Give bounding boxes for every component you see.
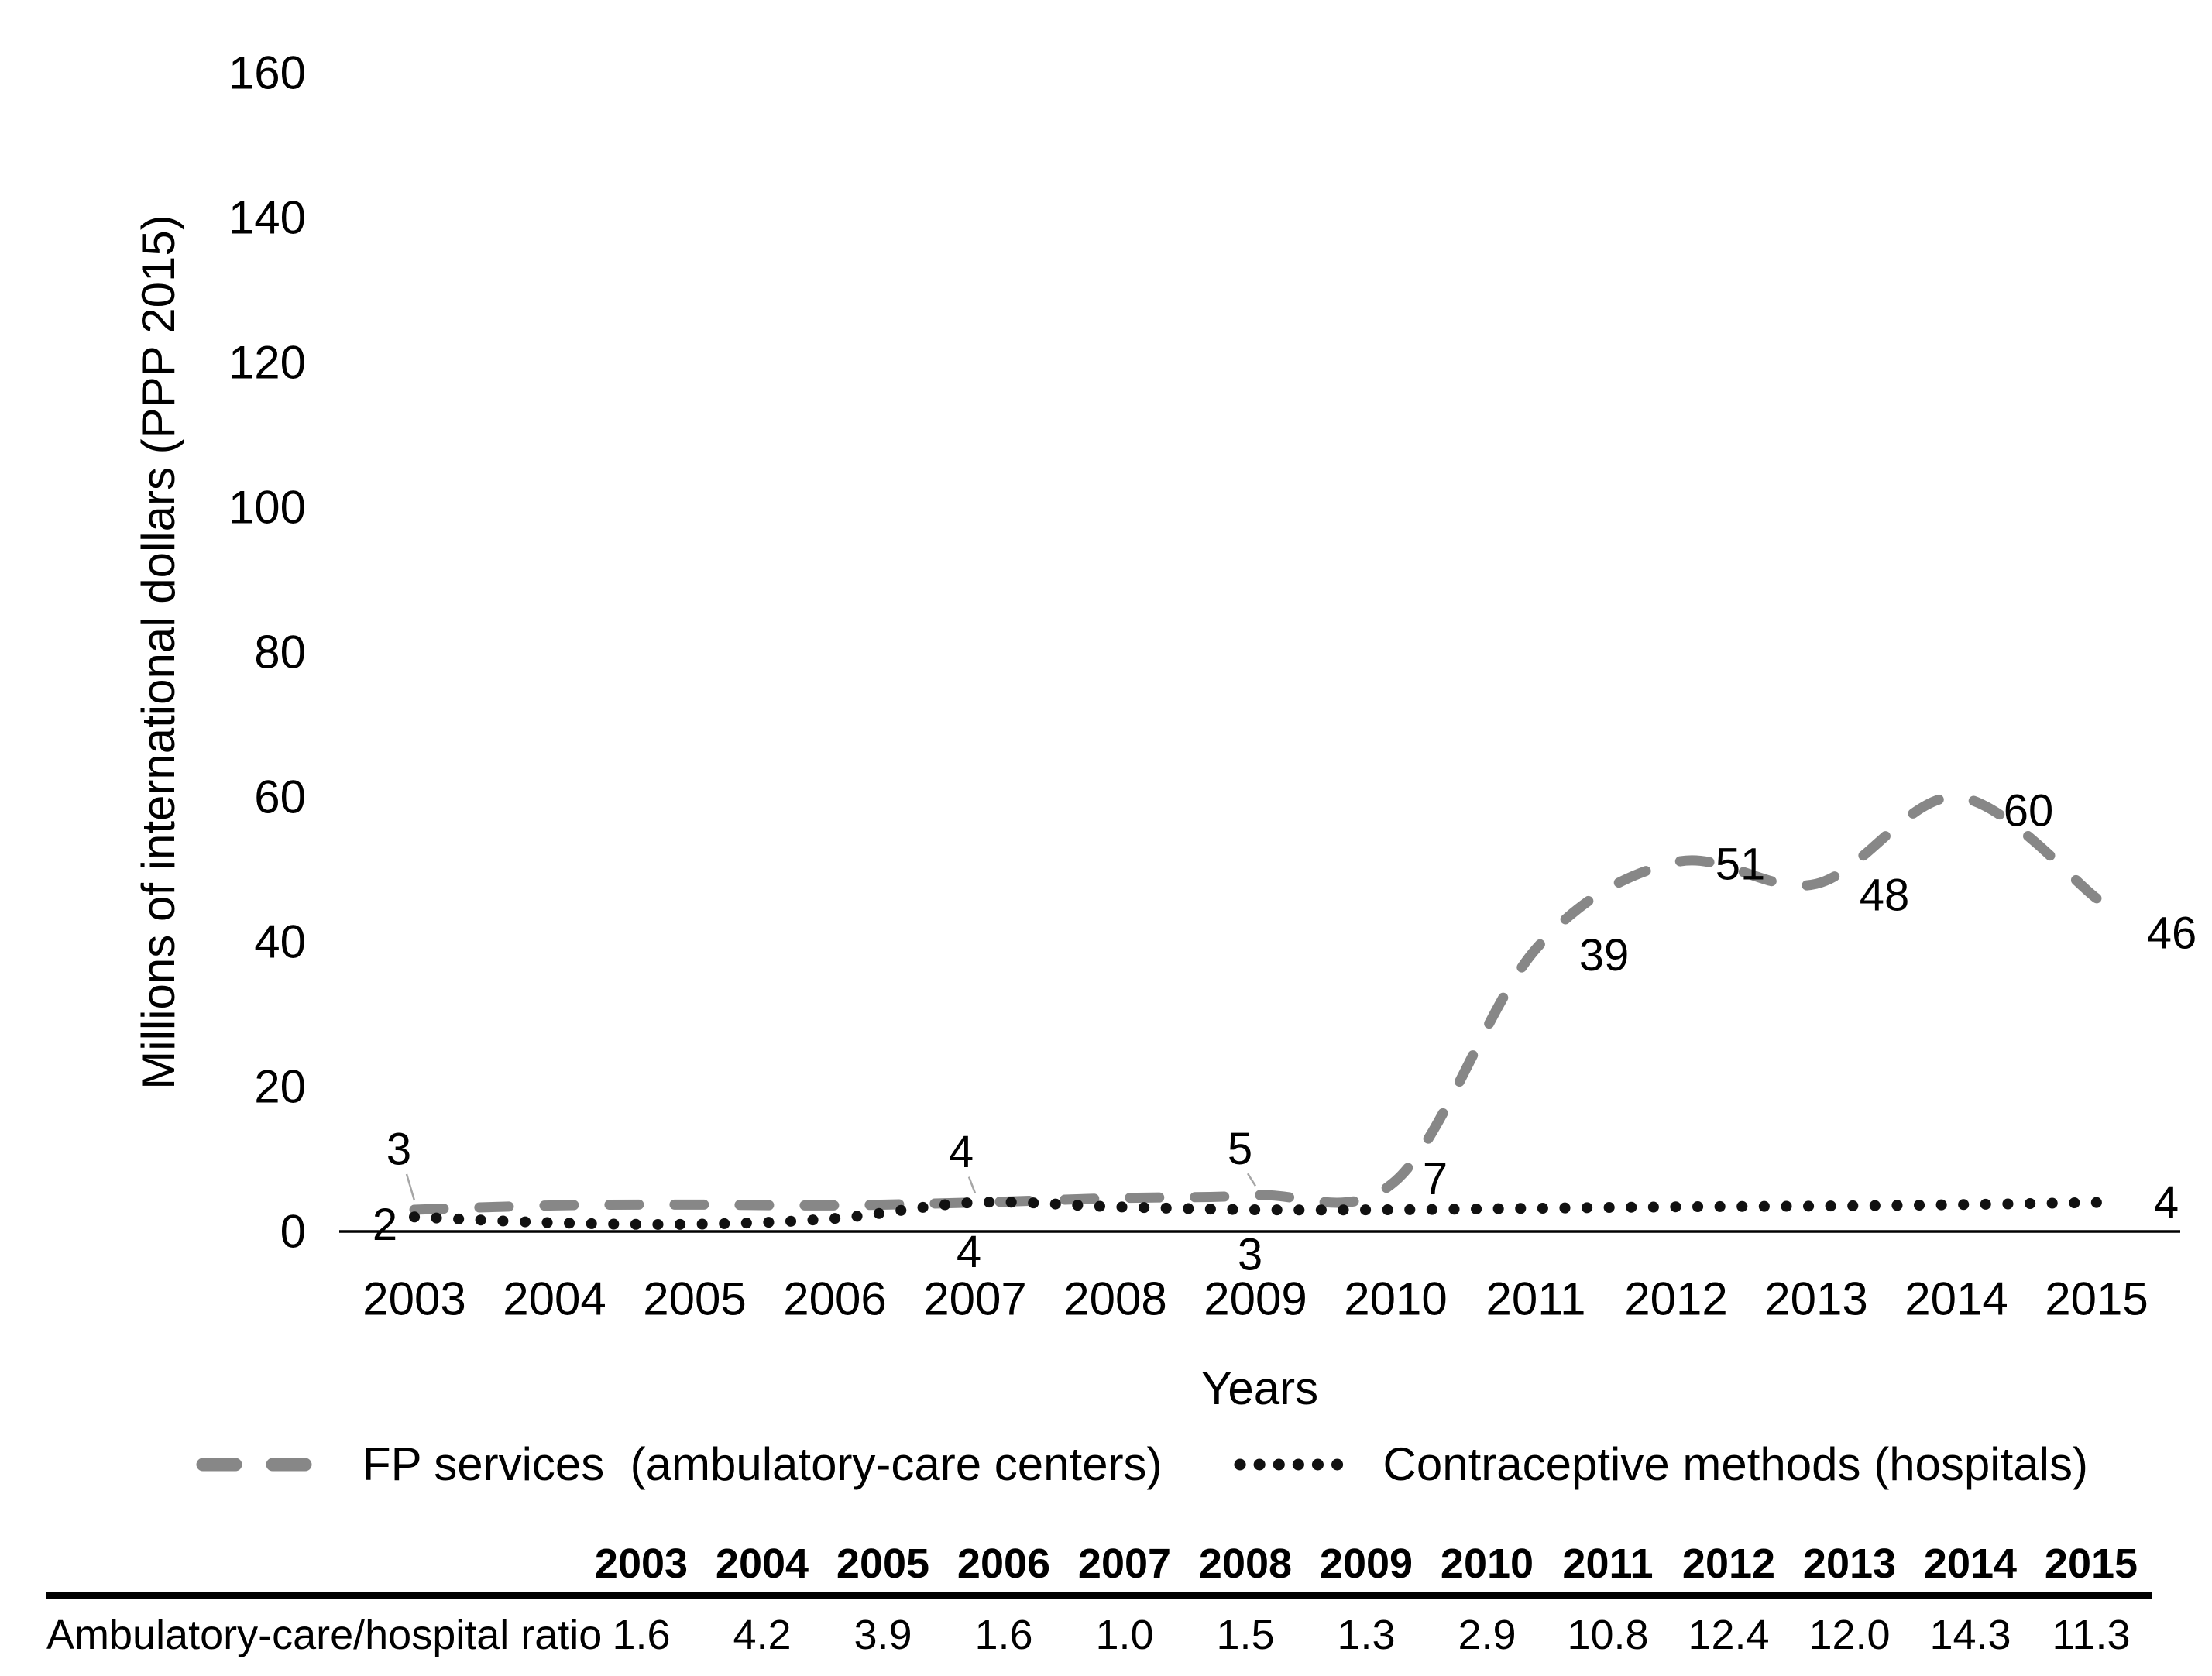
data-point-label: 60: [2004, 786, 2054, 836]
ratio-table-year-header: 2009: [1319, 1540, 1413, 1587]
ratio-table-year-header: 2007: [1077, 1540, 1172, 1587]
ratio-table-year-header: 2004: [715, 1540, 809, 1587]
data-point-label: 3: [1238, 1229, 1262, 1279]
contraceptive-methods-line: [409, 1197, 2102, 1230]
ratio-table-value-cell: 12.0: [1808, 1612, 1891, 1658]
x-axis-title: Years: [1200, 1362, 1319, 1414]
legend-item-contraceptive-methods: Contraceptive methods (hospitals): [1232, 1441, 2088, 1488]
ratio-table: 2003 2004 2005 2006 2007 2008 2009 2010 2011 2012…: [46, 1543, 2152, 1656]
y-tick-label: 20: [254, 1061, 306, 1113]
ratio-table-header-row: 2003 2004 2005 2006 2007 2008 2009 2010 2011 2012…: [46, 1543, 2152, 1599]
data-label-leader-line: [405, 1173, 416, 1201]
ratio-table-year-header: 2014: [1923, 1540, 2018, 1587]
y-tick-label: 40: [254, 916, 306, 968]
ratio-table-value-cell: 4.2: [733, 1612, 792, 1658]
x-tick-label: 2010: [1344, 1273, 1447, 1325]
data-point-label: 3: [386, 1124, 411, 1174]
ratio-table-row-label: Ambulatory-care/hospital ratio: [46, 1612, 603, 1658]
ratio-table-value-row: Ambulatory-care/hospital ratio 1.6 4.2 3.9…: [46, 1599, 2152, 1656]
data-point-label: 4: [2154, 1177, 2179, 1228]
x-tick-label: 2003: [362, 1273, 465, 1325]
x-tick-label: 2004: [503, 1273, 606, 1325]
ratio-table-value-cell: 1.3: [1337, 1612, 1396, 1658]
ratio-table-value-cell: 1.0: [1095, 1612, 1154, 1658]
dotted-line-swatch-icon: [1234, 1458, 1348, 1470]
data-point-label: 4: [957, 1227, 981, 1277]
ratio-table-corner-cell: [46, 1585, 581, 1592]
x-tick-label: 2014: [1905, 1273, 2008, 1325]
x-tick-label: 2013: [1764, 1273, 1867, 1325]
legend-item-fp-services: FP services (ambulatory-care centers): [192, 1441, 1163, 1488]
x-tick-label: 2012: [1624, 1273, 1727, 1325]
data-point-label: 2: [373, 1200, 397, 1250]
data-label-leader-line: [967, 1176, 977, 1194]
ratio-table-year-header: 2010: [1440, 1540, 1534, 1587]
ratio-table-value-cell: 10.8: [1567, 1612, 1649, 1658]
data-point-label: 4: [949, 1127, 974, 1177]
ratio-table-year-header: 2003: [594, 1540, 689, 1587]
ratio-table-year-header: 2005: [836, 1540, 930, 1587]
dashed-line-swatch-icon: [196, 1458, 325, 1471]
ratio-table-year-header: 2011: [1562, 1540, 1654, 1587]
x-tick-label: 2011: [1486, 1273, 1585, 1325]
data-label-leader-line: [1246, 1173, 1257, 1187]
chart-legend: FP services (ambulatory-care centers) Co…: [0, 1431, 2212, 1497]
ratio-table-value-cell: 1.5: [1216, 1612, 1275, 1658]
data-point-label: 46: [2147, 908, 2197, 958]
ratio-table-value-cell: 1.6: [974, 1612, 1033, 1658]
x-tick-label: 2005: [643, 1273, 746, 1325]
ratio-table-value-cell: 1.6: [612, 1612, 671, 1658]
legend-label-contraceptive-methods: Contraceptive methods (hospitals): [1382, 1437, 2088, 1490]
x-tick-label: 2007: [923, 1273, 1026, 1325]
y-axis-title: Millions of international dollars (PPP 2…: [132, 215, 184, 1090]
y-tick-label: 160: [228, 47, 306, 99]
data-point-label: 39: [1579, 930, 1630, 981]
y-tick-label: 80: [254, 627, 306, 678]
ratio-table-value-cell: 14.3: [1929, 1612, 2011, 1658]
y-tick-label: 100: [228, 482, 306, 534]
x-tick-label: 2009: [1204, 1273, 1307, 1325]
x-tick-label: 2006: [783, 1273, 886, 1325]
y-tick-label: 140: [228, 192, 306, 244]
legend-label-fp-services: FP services (ambulatory-care centers): [362, 1437, 1163, 1490]
ratio-table-value-cell: 12.4: [1688, 1612, 1770, 1658]
ratio-table-year-header: 2013: [1802, 1540, 1897, 1587]
data-point-label: 48: [1860, 871, 1910, 921]
ratio-table-year-header: 2015: [2044, 1540, 2138, 1587]
y-tick-label: 60: [254, 771, 306, 823]
data-point-label: 51: [1716, 840, 1766, 890]
ratio-table-year-header: 2006: [957, 1540, 1051, 1587]
x-tick-label: 2008: [1063, 1273, 1166, 1325]
x-tick-label: 2015: [2045, 1273, 2148, 1325]
ratio-table-year-header: 2012: [1681, 1540, 1776, 1587]
y-tick-label: 120: [228, 337, 306, 389]
data-point-label: 5: [1228, 1124, 1252, 1174]
fp-services-line: [409, 792, 2102, 1215]
ratio-table-value-cell: 3.9: [854, 1612, 912, 1658]
ratio-table-year-header: 2008: [1198, 1540, 1293, 1587]
ratio-table-value-cell: 11.3: [2052, 1612, 2131, 1658]
y-tick-label: 0: [280, 1206, 306, 1258]
ratio-table-value-cell: 2.9: [1458, 1612, 1516, 1658]
data-point-label: 7: [1423, 1154, 1448, 1204]
